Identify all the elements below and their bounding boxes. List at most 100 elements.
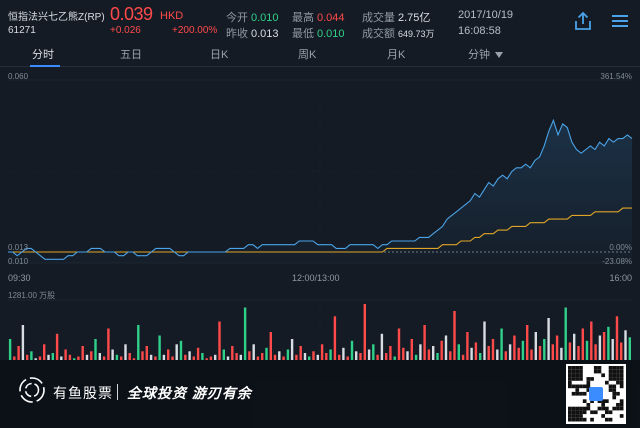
volume-bar — [303, 353, 307, 360]
volume-bar — [77, 356, 80, 360]
quote-header: 恒指法兴七乙熊Z(RP) 61271 0.039 HKD +0.026 +200… — [0, 0, 640, 40]
qr-module — [571, 417, 576, 422]
volume-bar — [414, 354, 418, 360]
volume-max-label: 1281.00 万股 — [8, 291, 56, 300]
pct-axis-ref: 0.00% — [609, 243, 632, 252]
volume-bar — [483, 321, 486, 360]
chevron-down-icon[interactable] — [495, 52, 503, 58]
qr-module — [579, 384, 583, 389]
brand-logo-icon — [19, 377, 45, 403]
volume-bar — [265, 347, 268, 360]
volume-bar — [184, 354, 187, 360]
tab-monthly-k[interactable]: 月K — [387, 49, 406, 61]
qr-module — [568, 414, 572, 418]
qr-module — [619, 399, 624, 403]
volume-bar — [547, 318, 550, 360]
qr-module — [575, 406, 580, 411]
volume-bar — [406, 351, 409, 360]
volume-bar — [479, 353, 482, 360]
share-icon[interactable] — [572, 10, 594, 32]
volume-bar — [427, 349, 431, 360]
volume-bar — [282, 356, 285, 360]
volume-bar — [312, 351, 315, 360]
volume-bar — [615, 316, 619, 360]
qr-module — [601, 399, 605, 403]
price-line — [8, 118, 633, 260]
volume-bar — [98, 353, 101, 360]
volume-bar — [120, 356, 123, 360]
qr-module — [568, 366, 572, 370]
volume-stat: 成交量 2.75亿 — [362, 9, 430, 25]
volume-bar — [205, 358, 208, 360]
qr-module — [590, 410, 594, 415]
volume-bar — [577, 346, 580, 360]
open-label: 今开 — [226, 12, 248, 24]
volume-bar — [167, 349, 170, 360]
volume-bar — [154, 356, 157, 360]
intraday-chart[interactable] — [0, 68, 640, 360]
qr-module — [582, 417, 587, 422]
volume-bar — [252, 344, 255, 360]
qr-module — [608, 369, 613, 374]
volume-bar — [338, 354, 341, 360]
qr-module — [571, 406, 576, 411]
turnover-label: 成交额 — [362, 28, 395, 40]
qr-module — [571, 366, 576, 370]
qr-module — [571, 373, 576, 378]
volume-bar — [235, 353, 238, 360]
volume-bar — [175, 344, 178, 360]
qr-module — [571, 369, 576, 374]
qr-module — [616, 369, 620, 374]
volume-bar — [628, 337, 631, 360]
volume-bar — [449, 351, 452, 360]
qr-module — [605, 399, 609, 403]
tab-daily-k[interactable]: 日K — [210, 49, 229, 61]
volume-bar — [457, 344, 460, 360]
volume-bar — [141, 351, 144, 360]
volume-bar — [393, 356, 396, 360]
qr-module — [619, 414, 624, 418]
volume-bar — [530, 349, 533, 360]
low-stat: 最低 0.010 — [292, 25, 345, 41]
volume-bar — [55, 333, 59, 360]
volume-bar — [461, 354, 465, 360]
time-start: 09:30 — [8, 273, 31, 283]
menu-icon[interactable] — [612, 14, 628, 28]
qr-module — [571, 377, 576, 381]
volume-bar — [594, 344, 597, 360]
qr-module — [612, 395, 617, 400]
qr-module — [608, 384, 613, 389]
qr-module — [579, 417, 583, 422]
volume-value: 2.75亿 — [398, 12, 431, 24]
qr-center-logo — [589, 387, 603, 401]
tab-five-day[interactable]: 五日 — [120, 49, 142, 61]
volume-bar — [226, 356, 230, 360]
volume-bar — [218, 321, 221, 360]
volume-bar — [30, 351, 33, 360]
qr-module — [608, 373, 613, 378]
tab-intraday[interactable]: 分时 — [32, 49, 54, 61]
qr-module — [597, 369, 602, 374]
volume-bar — [278, 351, 281, 360]
volume-bar — [363, 304, 366, 360]
qr-module — [582, 391, 587, 396]
volume-bar — [380, 333, 384, 360]
qr-module — [608, 417, 613, 422]
qr-module — [601, 403, 605, 407]
volume-bar — [590, 321, 593, 360]
price-area — [8, 120, 632, 263]
qr-module — [616, 366, 620, 370]
y-axis-ref: 0.013 — [8, 243, 29, 252]
qr-module — [568, 384, 572, 389]
qr-module — [616, 403, 620, 407]
tab-weekly-k[interactable]: 周K — [298, 49, 317, 61]
volume-bar — [316, 354, 319, 360]
qr-module — [579, 391, 583, 396]
volume-bar — [47, 354, 50, 360]
quote-time: 16:08:58 — [458, 25, 501, 37]
tab-minute[interactable]: 分钟 — [468, 49, 490, 61]
volume-bar — [342, 347, 345, 360]
qr-module — [612, 384, 617, 389]
volume-bar — [581, 328, 584, 360]
volume-bar — [43, 344, 46, 360]
